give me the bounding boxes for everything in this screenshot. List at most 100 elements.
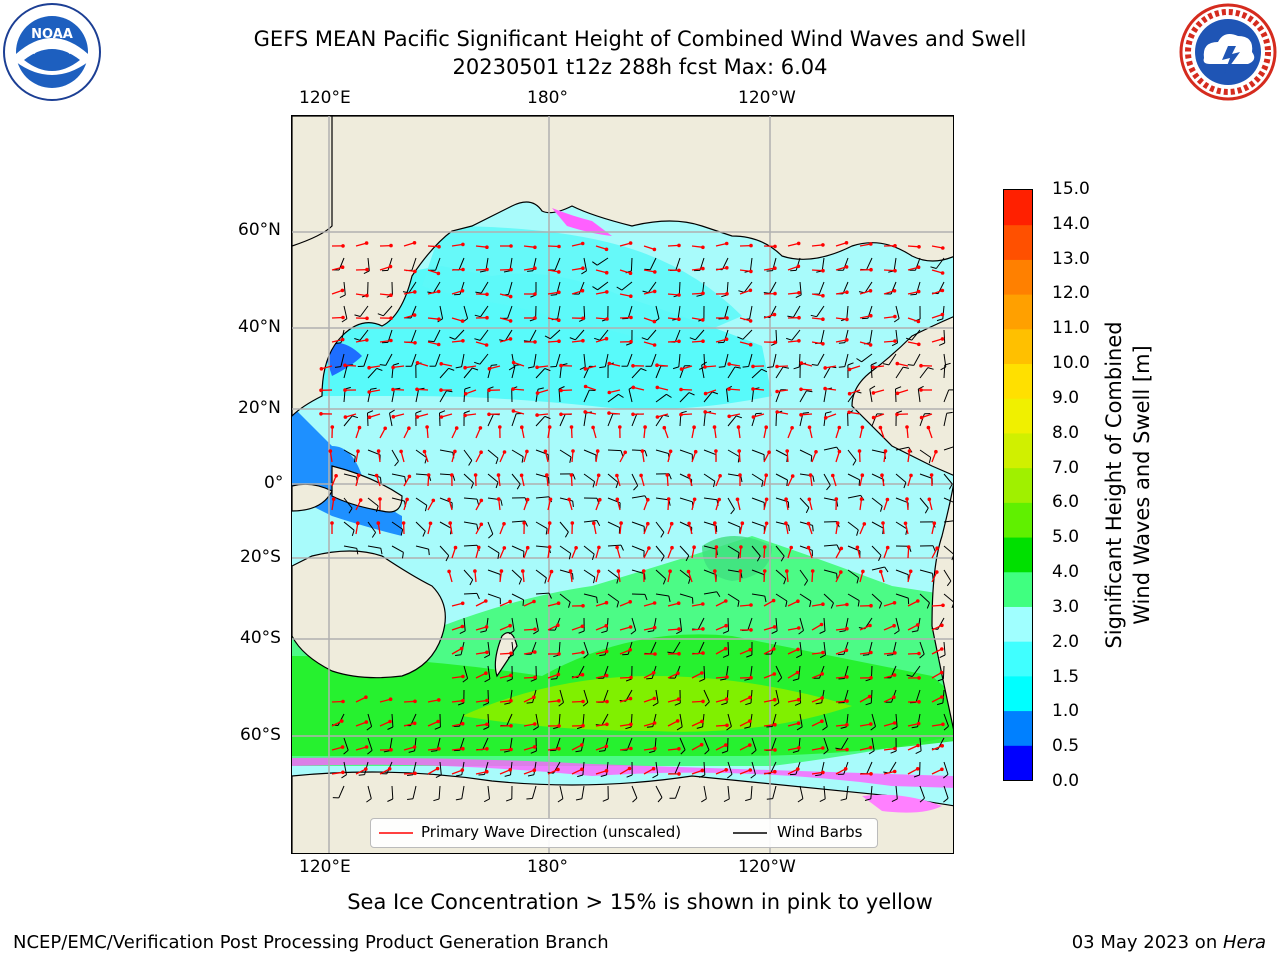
wave-arrow-head bbox=[677, 268, 681, 273]
wind-barb-feather bbox=[906, 674, 913, 677]
wind-barb-staff bbox=[751, 521, 765, 527]
wave-direction-arrow bbox=[691, 628, 703, 631]
wind-barb-staff bbox=[748, 353, 753, 367]
wave-direction-arrow bbox=[691, 672, 703, 679]
wave-direction-arrow bbox=[595, 547, 600, 559]
wind-barb-staff bbox=[847, 391, 857, 403]
wind-barb-feather bbox=[810, 455, 813, 462]
wave-direction-arrow bbox=[763, 475, 767, 487]
wave-direction-arrow bbox=[619, 316, 632, 319]
wind-barb-feather bbox=[503, 750, 511, 753]
wind-barb-staff bbox=[751, 593, 765, 597]
wave-arrow-head bbox=[473, 473, 478, 477]
wind-barb-staff bbox=[535, 592, 550, 595]
wave-direction-arrow bbox=[667, 244, 680, 247]
wave-direction-arrow bbox=[571, 340, 583, 343]
wind-barb-staff bbox=[798, 665, 801, 679]
wind-barb-feather bbox=[721, 702, 728, 706]
wind-barb-staff bbox=[367, 449, 381, 456]
wave-direction-arrow bbox=[379, 720, 391, 727]
wave-direction-arrow bbox=[691, 547, 695, 559]
wind-barb-feather bbox=[939, 342, 945, 346]
wave-direction-arrow bbox=[835, 768, 847, 775]
wind-barb-feather bbox=[601, 630, 608, 634]
wind-barb-feather bbox=[936, 702, 944, 706]
wind-barb-feather bbox=[819, 654, 826, 659]
wind-barb-staff bbox=[751, 497, 765, 503]
wind-barb-feather bbox=[446, 390, 453, 393]
wind-barb-feather bbox=[809, 600, 812, 608]
wave-arrow-head bbox=[718, 474, 722, 478]
wave-direction-arrow bbox=[448, 571, 453, 583]
wave-arrow-head bbox=[892, 601, 897, 605]
wave-arrow-head bbox=[789, 545, 793, 550]
wind-barb-feather bbox=[745, 702, 752, 706]
wave-arrow-head bbox=[639, 473, 643, 478]
wave-direction-arrow bbox=[907, 245, 920, 248]
wind-barb-staff bbox=[888, 761, 897, 774]
wave-arrow-head bbox=[330, 521, 334, 525]
wind-barb-feather bbox=[649, 750, 656, 754]
wind-barb-feather bbox=[455, 774, 462, 777]
wave-arrow-head bbox=[357, 425, 362, 430]
wind-barb-staff bbox=[480, 281, 489, 294]
wind-barb-feather bbox=[582, 702, 589, 707]
wind-barb-staff bbox=[463, 665, 469, 679]
wind-barb-staff bbox=[385, 353, 393, 366]
wind-barb-feather bbox=[838, 678, 845, 680]
wave-arrow-head bbox=[893, 314, 897, 319]
wave-direction-arrow bbox=[499, 601, 511, 607]
wave-arrow-head bbox=[869, 603, 873, 608]
wind-barb-staff bbox=[367, 412, 369, 427]
wind-barb-staff bbox=[627, 305, 633, 319]
wave-arrow-head bbox=[498, 425, 502, 429]
wave-direction-arrow bbox=[657, 386, 669, 391]
wave-direction-arrow bbox=[499, 571, 503, 583]
map-legend: Primary Wave Direction (unscaled) Wind B… bbox=[370, 818, 878, 848]
wave-direction-arrow bbox=[704, 365, 717, 368]
wind-barb-staff bbox=[799, 641, 803, 655]
wind-barb-feather bbox=[377, 313, 384, 317]
wind-barb-feather bbox=[646, 677, 653, 680]
wave-direction-arrow bbox=[499, 523, 505, 535]
wave-direction-arrow bbox=[800, 388, 813, 391]
wave-arrow-head bbox=[701, 602, 705, 606]
wave-arrow-head bbox=[725, 723, 729, 728]
wave-arrow-head bbox=[581, 650, 585, 655]
wind-barb-feather bbox=[407, 774, 414, 776]
wave-arrow-head bbox=[413, 771, 417, 776]
wave-direction-arrow bbox=[739, 317, 751, 322]
wave-direction-arrow bbox=[691, 603, 703, 607]
wind-barb-staff bbox=[511, 473, 521, 485]
wind-barb-staff bbox=[575, 329, 585, 341]
wind-barb-staff bbox=[799, 545, 813, 551]
wave-direction-arrow bbox=[331, 266, 343, 271]
wave-direction-arrow bbox=[681, 365, 693, 370]
wave-arrow-head bbox=[454, 426, 459, 430]
wind-barb-staff bbox=[555, 737, 561, 751]
wind-barb-staff bbox=[415, 389, 420, 403]
wind-barb-staff bbox=[919, 593, 930, 604]
wave-arrow-head bbox=[436, 271, 441, 276]
wind-barb-feather bbox=[356, 548, 359, 555]
wave-direction-arrow bbox=[427, 748, 439, 751]
wave-direction-arrow bbox=[715, 698, 727, 703]
wave-direction-arrow bbox=[544, 451, 549, 463]
wave-direction-arrow bbox=[787, 648, 799, 655]
colorbar-segment bbox=[1004, 641, 1032, 677]
wave-direction-arrow bbox=[691, 744, 702, 751]
wind-barb-staff bbox=[943, 446, 953, 451]
wave-arrow-head bbox=[917, 342, 921, 347]
wave-arrow-head bbox=[508, 294, 513, 299]
wave-arrow-head bbox=[473, 569, 477, 573]
wave-direction-arrow bbox=[547, 571, 553, 583]
wind-barb-staff bbox=[943, 545, 953, 555]
wave-arrow-head bbox=[701, 245, 705, 250]
wave-direction-arrow bbox=[355, 475, 360, 487]
wave-arrow-head bbox=[796, 647, 800, 652]
wave-direction-arrow bbox=[763, 427, 767, 439]
wind-barb-staff bbox=[751, 737, 757, 751]
wind-barb-feather bbox=[942, 774, 949, 779]
wave-direction-arrow bbox=[547, 748, 559, 751]
wind-barb-staff bbox=[435, 353, 441, 367]
